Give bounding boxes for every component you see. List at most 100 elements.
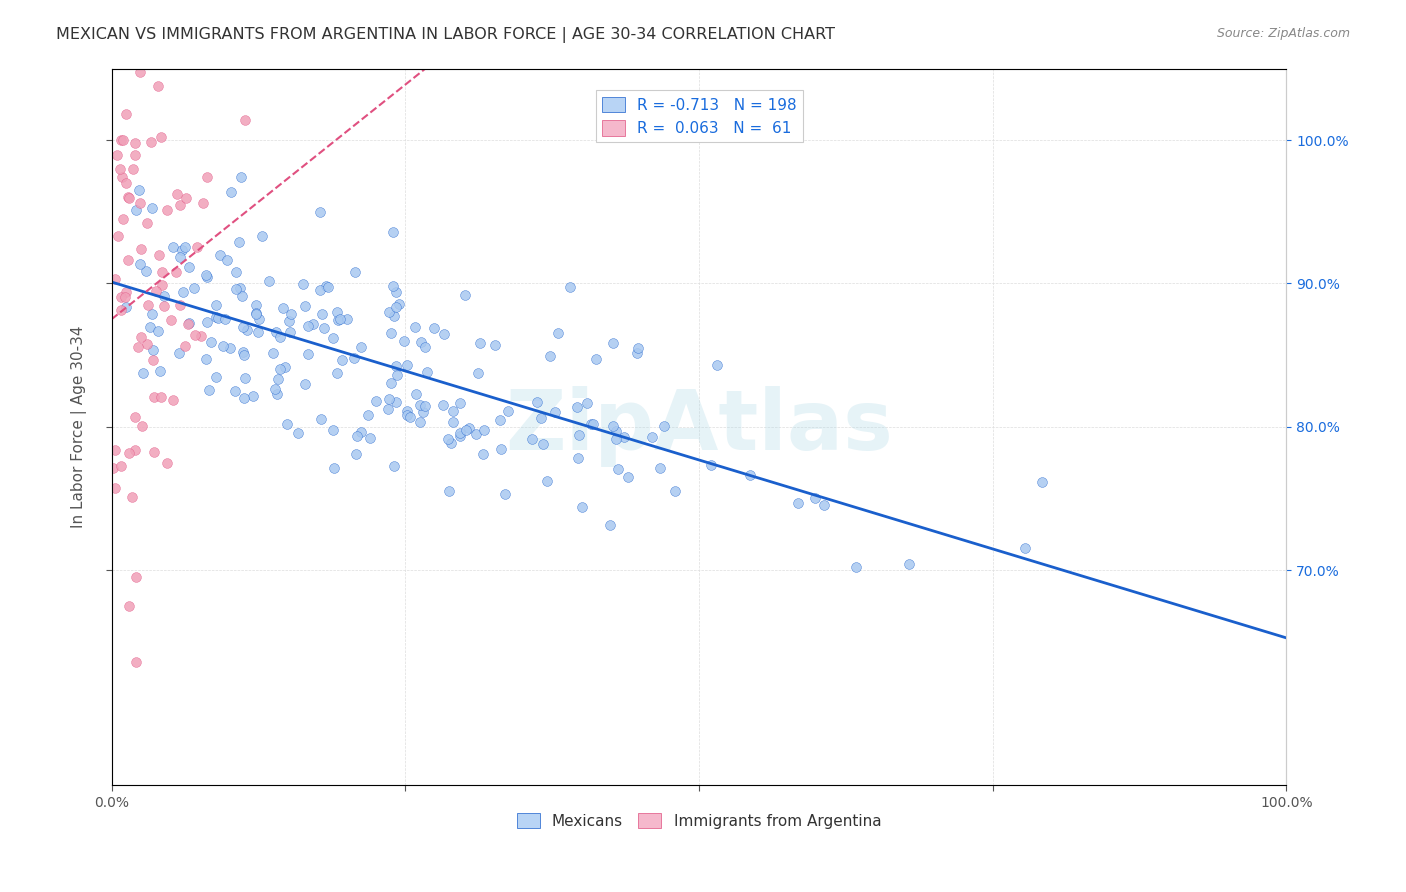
Point	[571, 500, 593, 514]
Point	[117, 252, 139, 267]
Point	[357, 408, 380, 422]
Point	[738, 468, 761, 483]
Point	[626, 346, 648, 360]
Point	[229, 281, 252, 295]
Point	[395, 358, 418, 372]
Point	[544, 405, 567, 419]
Point	[118, 599, 141, 613]
Point	[399, 410, 422, 425]
Point	[413, 400, 436, 414]
Point	[245, 307, 267, 321]
Point	[440, 435, 463, 450]
Point	[278, 325, 301, 339]
Point	[104, 481, 127, 495]
Point	[136, 216, 159, 230]
Point	[233, 371, 256, 385]
Point	[190, 328, 212, 343]
Point	[128, 257, 150, 271]
Point	[110, 302, 132, 317]
Point	[128, 65, 150, 79]
Point	[139, 320, 162, 334]
Point	[129, 330, 152, 344]
Point	[315, 278, 337, 293]
Point	[229, 170, 252, 185]
Point	[114, 107, 136, 121]
Point	[385, 395, 408, 409]
Point	[472, 423, 495, 437]
Point	[1031, 475, 1053, 490]
Point	[395, 408, 418, 422]
Point	[558, 280, 581, 294]
Point	[149, 364, 172, 378]
Point	[124, 410, 146, 425]
Point	[467, 366, 489, 380]
Point	[160, 313, 183, 327]
Point	[195, 351, 218, 366]
Point	[219, 186, 242, 200]
Point	[176, 317, 198, 331]
Point	[664, 484, 686, 499]
Point	[277, 314, 299, 328]
Point	[329, 312, 352, 326]
Point	[311, 307, 333, 321]
Point	[568, 427, 591, 442]
Point	[104, 272, 127, 286]
Point	[184, 328, 207, 343]
Point	[465, 426, 488, 441]
Point	[652, 418, 675, 433]
Point	[326, 313, 349, 327]
Point	[276, 417, 298, 432]
Point	[228, 235, 250, 249]
Point	[454, 423, 477, 437]
Point	[458, 421, 481, 435]
Point	[114, 300, 136, 314]
Point	[150, 277, 173, 292]
Point	[423, 321, 446, 335]
Point	[232, 320, 254, 334]
Point	[441, 403, 464, 417]
Point	[531, 437, 554, 451]
Point	[110, 290, 132, 304]
Point	[162, 392, 184, 407]
Point	[380, 376, 402, 390]
Point	[599, 518, 621, 533]
Point	[326, 367, 349, 381]
Point	[124, 147, 146, 161]
Point	[215, 252, 238, 267]
Point	[250, 228, 273, 243]
Point	[124, 655, 146, 669]
Point	[205, 369, 228, 384]
Text: Source: ZipAtlas.com: Source: ZipAtlas.com	[1216, 27, 1350, 40]
Point	[177, 260, 200, 274]
Point	[602, 336, 624, 351]
Point	[700, 458, 723, 472]
Point	[214, 312, 236, 326]
Point	[107, 147, 129, 161]
Point	[218, 341, 240, 355]
Point	[174, 191, 197, 205]
Point	[128, 196, 150, 211]
Point	[118, 190, 141, 204]
Point	[117, 189, 139, 203]
Point	[316, 280, 339, 294]
Point	[409, 398, 432, 412]
Point	[142, 353, 165, 368]
Point	[395, 403, 418, 417]
Point	[104, 442, 127, 457]
Point	[124, 136, 146, 151]
Point	[385, 368, 408, 382]
Point	[491, 442, 513, 456]
Point	[233, 348, 256, 362]
Point	[111, 211, 134, 226]
Point	[441, 415, 464, 429]
Point	[382, 225, 405, 239]
Point	[381, 279, 404, 293]
Point	[136, 297, 159, 311]
Point	[536, 474, 558, 488]
Point	[114, 176, 136, 190]
Point	[343, 265, 366, 279]
Point	[344, 447, 367, 461]
Point	[382, 309, 405, 323]
Point	[378, 305, 401, 319]
Point	[152, 289, 174, 303]
